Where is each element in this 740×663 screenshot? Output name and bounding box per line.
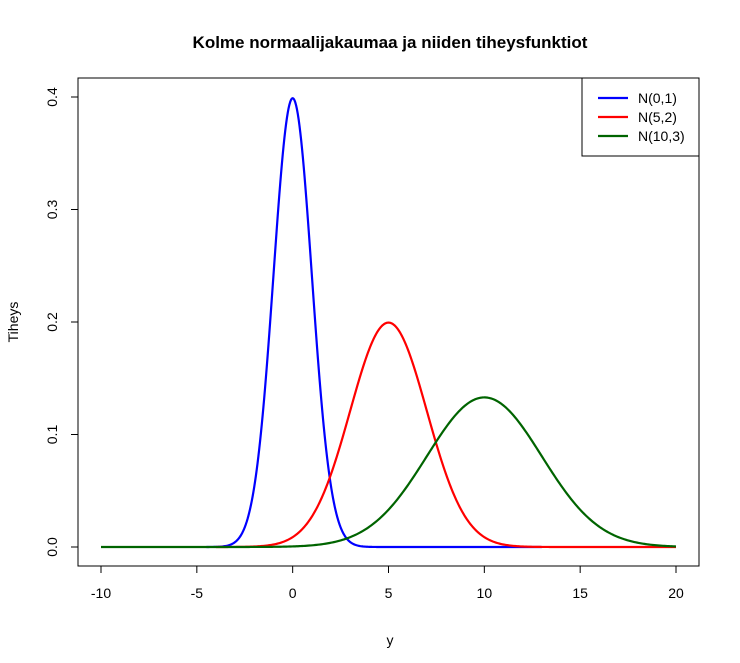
y-tick-label: 0.0 [44,537,60,557]
series-line-1 [206,97,543,549]
y-tick-label: 0.1 [44,425,60,445]
x-axis: -10 -5 0 5 10 15 20 [91,565,684,601]
y-tick-label: 0.4 [44,87,60,107]
y-tick-label: 0.3 [44,200,60,220]
legend-label: N(5,2) [638,109,677,125]
legend: N(0,1) N(5,2) N(10,3) [581,77,700,157]
series-line-3 [101,396,677,549]
x-tick-label: -5 [191,585,204,601]
legend-label: N(0,1) [638,90,677,106]
x-tick-label: 0 [289,585,297,601]
x-tick-label: 10 [477,585,493,601]
y-axis-label: Tiheys [5,302,21,343]
x-tick-label: -10 [91,585,111,601]
chart-title: Kolme normaalijakaumaa ja niiden tiheysf… [193,33,588,52]
x-tick-label: 5 [385,585,393,601]
legend-label: N(10,3) [638,128,685,144]
y-tick-label: 0.2 [44,312,60,332]
x-axis-label: y [387,632,394,648]
y-axis: 0.0 0.1 0.2 0.3 0.4 [44,87,79,557]
series-layer [101,97,677,549]
series-line-2 [216,321,676,549]
x-tick-label: 15 [572,585,588,601]
x-tick-label: 20 [668,585,684,601]
